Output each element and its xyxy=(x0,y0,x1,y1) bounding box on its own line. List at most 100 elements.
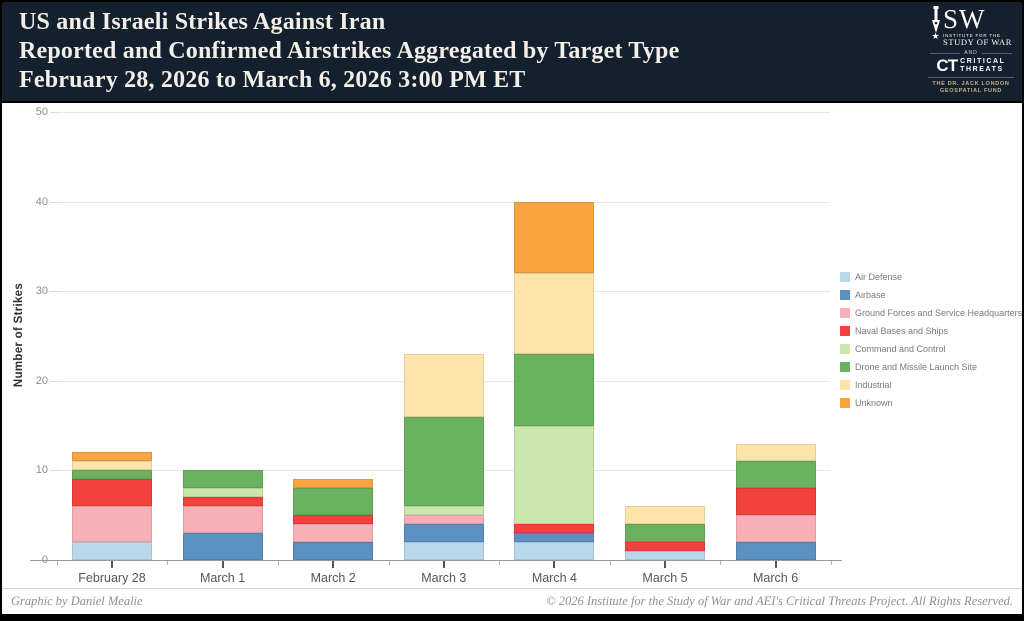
y-tick xyxy=(50,470,58,472)
bar-segment-march-2-airbase xyxy=(293,542,374,560)
bar-segment-march-2-unknown xyxy=(293,479,374,489)
x-tick xyxy=(664,561,666,568)
ct-line1: CRITICAL xyxy=(960,58,1006,65)
bar-segment-march-2-ground-forces-and-service-headquarters xyxy=(293,524,374,543)
x-tick-label: March 3 xyxy=(421,571,467,585)
bar-segment-march-3-airbase xyxy=(403,524,484,543)
bar-segment-march-4-airbase xyxy=(514,533,595,543)
page-subtitle: Reported and Confirmed Airstrikes Aggreg… xyxy=(19,38,680,64)
bar-segment-february-28-industrial xyxy=(72,461,152,471)
x-minor-tick xyxy=(830,561,832,565)
y-tick xyxy=(50,291,58,293)
bar-segment-march-6-drone-and-missile-launch-site xyxy=(735,461,816,489)
gridline-50 xyxy=(58,112,830,113)
x-minor-tick xyxy=(609,561,611,565)
star-icon: ★ xyxy=(931,31,940,41)
y-tick xyxy=(50,201,58,203)
ct-line2: THREATS xyxy=(960,66,1004,73)
bar-segment-february-28-naval-bases-and-ships xyxy=(72,479,152,507)
geospatial-fund-text: THE DR. JACK LONDON GEOSPATIAL FUND xyxy=(928,77,1014,95)
bar-segment-march-1-drone-and-missile-launch-site xyxy=(182,470,263,489)
bar-segment-march-1-naval-bases-and-ships xyxy=(182,497,263,507)
bar-segment-march-4-naval-bases-and-ships xyxy=(514,524,595,534)
bar-segment-february-28-ground-forces-and-service-headquarters xyxy=(72,506,152,543)
x-minor-tick xyxy=(277,561,279,565)
institute-text-small: INSTITUTE FOR THE xyxy=(943,33,1001,38)
legend-item: Drone and Missile Launch Site xyxy=(840,358,1022,376)
legend-label: Drone and Missile Launch Site xyxy=(855,362,978,372)
and-divider: AND xyxy=(930,50,1012,56)
study-of-war-text: STUDY OF WAR xyxy=(943,37,1013,47)
copyright-notice: © 2026 Institute for the Study of War an… xyxy=(546,594,1013,608)
bar-segment-march-6-industrial xyxy=(735,443,816,462)
legend-item: Air Defense xyxy=(840,268,1022,286)
x-minor-tick xyxy=(56,561,58,565)
y-axis-title: Number of Strikes xyxy=(13,282,25,388)
isw-letters: SW xyxy=(943,4,986,34)
x-minor-tick xyxy=(167,561,169,565)
bar-segment-march-5-industrial xyxy=(625,506,705,525)
gridline-40 xyxy=(58,201,830,203)
isw-logo-row: ★ SW INSTITUTE FOR THE STUDY OF WAR xyxy=(928,6,1014,47)
quill-pen-icon: ★ xyxy=(928,6,943,41)
x-tick-label: March 2 xyxy=(310,571,356,585)
y-tick xyxy=(50,112,58,113)
bar-segment-march-1-command-and-control xyxy=(182,488,263,498)
legend-item: Unknown xyxy=(840,394,1022,412)
x-tick xyxy=(774,561,777,568)
y-tick-label: 50 xyxy=(35,105,48,118)
x-tick-label: February 28 xyxy=(78,571,146,585)
critical-threats-text: CRITICAL THREATS xyxy=(960,58,1005,74)
bar-segment-february-28-air-defense xyxy=(72,542,152,560)
isw-ct-logo: ★ SW INSTITUTE FOR THE STUDY OF WAR AND … xyxy=(928,6,1014,95)
gridline-30 xyxy=(58,291,830,293)
x-tick-label: March 1 xyxy=(200,571,246,585)
bar-segment-march-5-naval-bases-and-ships xyxy=(625,542,705,552)
title-block: US and Israeli Strikes Against Iran Repo… xyxy=(19,8,679,95)
y-tick-label: 30 xyxy=(35,285,48,298)
bar-segment-march-1-ground-forces-and-service-headquarters xyxy=(182,506,263,534)
header-banner: US and Israeli Strikes Against Iran Repo… xyxy=(2,2,1022,103)
legend-label: Industrial xyxy=(855,380,892,390)
quill-pen-icon-svg xyxy=(931,6,940,33)
x-tick-label: March 6 xyxy=(753,571,799,585)
x-minor-tick xyxy=(720,561,722,565)
legend-swatch xyxy=(840,290,850,300)
x-tick xyxy=(111,561,113,568)
legend-swatch xyxy=(840,308,850,318)
y-tick-label: 40 xyxy=(35,195,48,208)
date-range: February 28, 2026 to March 6, 2026 3:00 … xyxy=(19,67,526,93)
x-minor-tick xyxy=(499,561,501,565)
bar-segment-march-4-command-and-control xyxy=(514,425,595,525)
bar-segment-march-4-drone-and-missile-launch-site xyxy=(514,353,595,426)
legend-label: Air Defense xyxy=(855,272,903,282)
x-minor-tick xyxy=(388,561,390,565)
legend-swatch xyxy=(840,344,850,354)
bar-segment-march-3-ground-forces-and-service-headquarters xyxy=(403,515,484,525)
legend-label: Unknown xyxy=(855,398,893,408)
legend-label: Ground Forces and Service Headquarters xyxy=(855,308,1023,318)
stacked-bar-chart: Number of Strikes Air Defense Airbase Grou… xyxy=(2,103,1022,588)
legend-swatch xyxy=(840,362,850,372)
bar-segment-march-4-unknown xyxy=(514,201,595,274)
x-tick-label: March 4 xyxy=(531,571,577,585)
bar-segment-march-1-airbase xyxy=(182,533,263,560)
ct-abbrev: CT xyxy=(936,56,958,75)
legend-swatch xyxy=(840,272,850,282)
legend-label: Command and Control xyxy=(855,344,946,354)
bar-segment-march-5-air-defense xyxy=(625,551,705,560)
bar-segment-march-3-drone-and-missile-launch-site xyxy=(403,416,484,507)
x-axis-line xyxy=(30,560,842,561)
legend-item: Ground Forces and Service Headquarters xyxy=(840,304,1022,322)
x-tick xyxy=(442,561,445,568)
x-tick xyxy=(221,561,224,568)
page-title: US and Israeli Strikes Against Iran xyxy=(19,9,386,35)
bar-segment-march-2-naval-bases-and-ships xyxy=(293,515,374,525)
and-text: AND xyxy=(964,50,978,56)
bar-segment-february-28-unknown xyxy=(72,452,152,462)
legend-item: Naval Bases and Ships xyxy=(840,322,1022,340)
y-tick-label: 20 xyxy=(35,374,48,387)
legend-item: Airbase xyxy=(840,286,1022,304)
x-tick xyxy=(332,561,335,568)
